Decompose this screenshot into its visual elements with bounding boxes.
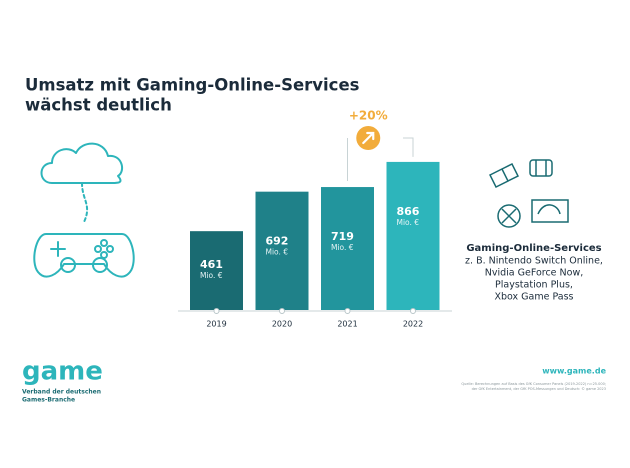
source: Quelle: Berechnungen auf Basis des GfK C… <box>461 382 606 386</box>
axis-dot <box>279 308 285 314</box>
x-tick-label: 2021 <box>337 320 357 329</box>
bar <box>386 161 440 310</box>
side-line: Playstation Plus, <box>495 280 573 291</box>
logo-sub: Games-Branche <box>22 397 75 404</box>
side-line: Xbox Game Pass <box>494 292 573 303</box>
value-label: 866 <box>397 205 420 218</box>
unit-label: Mio. € <box>200 271 223 280</box>
x-tick-label: 2022 <box>403 320 423 329</box>
title-line: Umsatz mit Gaming-Online-Services <box>25 76 360 95</box>
x-tick-label: 2020 <box>272 320 292 329</box>
title-line: wächst deutlich <box>25 96 172 115</box>
annotation-arrow <box>362 131 375 145</box>
side-text: z. B. Nintendo Switch Online,Nvidia GeFo… <box>465 256 603 303</box>
bar <box>190 231 243 310</box>
bar <box>255 191 309 310</box>
services-icons <box>488 159 569 228</box>
bar <box>321 187 374 310</box>
value-label: 719 <box>331 230 354 243</box>
x-tick-label: 2019 <box>206 320 226 329</box>
unit-label: Mio. € <box>397 218 420 227</box>
cloud-controller-icon <box>33 142 135 278</box>
value-label: 692 <box>266 235 289 248</box>
logo-sub: Verband der deutschen <box>22 389 101 396</box>
axis-dot <box>344 308 351 314</box>
axis-dot <box>213 308 220 314</box>
annotation-bracket <box>347 137 414 182</box>
axis-dot <box>410 308 416 314</box>
source: der GfK Entertainment, der GfK POS-Messu… <box>472 387 606 391</box>
unit-label: Mio. € <box>331 243 354 252</box>
url: www.game.de <box>542 367 606 376</box>
annotation-label: +20% <box>349 109 388 123</box>
side-title: Gaming-Online-Services <box>466 243 601 254</box>
unit-label: Mio. € <box>266 248 289 257</box>
side-line: Nvidia GeForce Now, <box>485 268 584 279</box>
logo: game <box>22 357 103 387</box>
side-line: z. B. Nintendo Switch Online, <box>465 256 603 267</box>
value-label: 461 <box>200 258 223 271</box>
